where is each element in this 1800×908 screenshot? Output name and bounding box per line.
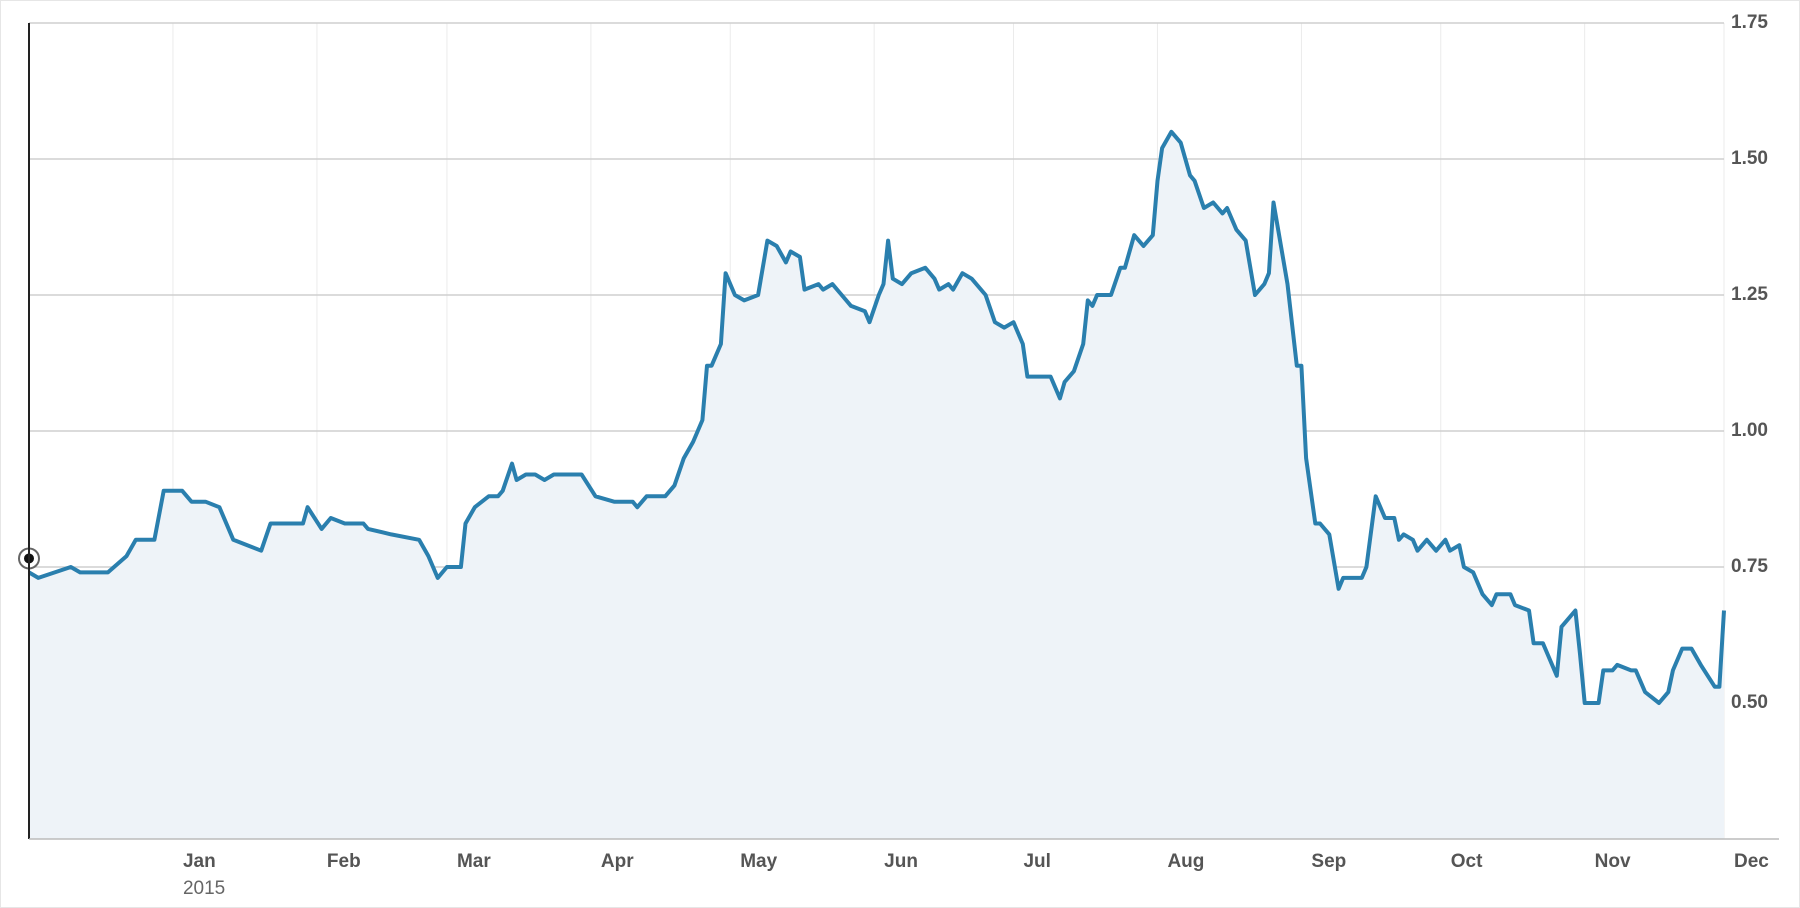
y-tick-label: 1.00	[1731, 420, 1768, 441]
price-line	[27, 129, 1726, 705]
y-tick-label: 0.50	[1731, 692, 1768, 713]
x-tick-label: Dec	[1734, 851, 1769, 872]
x-tick-label: Sep	[1311, 851, 1346, 872]
x-tick-label: Jun	[884, 851, 918, 872]
x-tick-label: May	[740, 851, 777, 872]
y-tick-label: 1.25	[1731, 284, 1768, 305]
x-tick-label: Oct	[1451, 851, 1483, 872]
x-tick-label: Jan	[183, 851, 216, 872]
x-tick-label: Nov	[1595, 851, 1631, 872]
x-tick-label: Mar	[457, 851, 491, 872]
x-tick-label: Jul	[1023, 851, 1050, 872]
y-tick-label: 1.50	[1731, 148, 1768, 169]
year-label: 2015	[183, 878, 225, 899]
x-tick-label: Feb	[327, 851, 361, 872]
y-tick-label: 0.75	[1731, 556, 1768, 577]
x-tick-label: Apr	[601, 851, 634, 872]
area-fill	[29, 131, 1724, 840]
y-tick-label: 1.75	[1731, 12, 1768, 33]
x-tick-label: Aug	[1167, 851, 1204, 872]
